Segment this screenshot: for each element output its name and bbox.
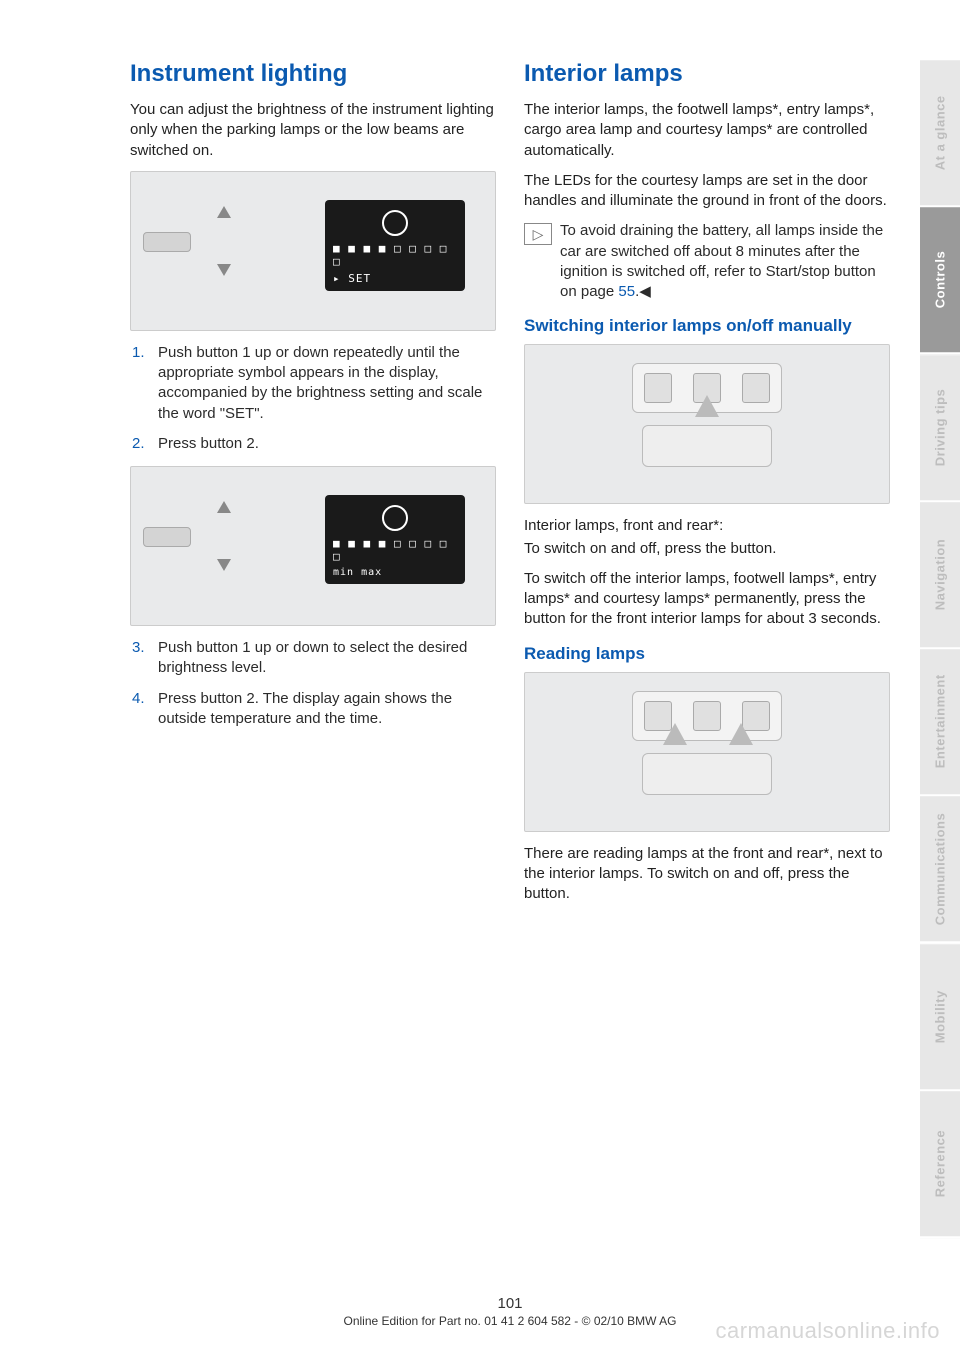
paragraph: Interior lamps, front and rear*: [524,516,890,536]
paragraph: To switch on and off, press the button. [524,539,890,559]
left-column: Instrument lighting You can adjust the b… [130,60,496,1277]
step-item: 1. Push button 1 up or down repeatedly u… [130,343,496,424]
note-text: To avoid draining the battery, all lamps… [560,221,890,302]
step-item: 4. Press button 2. The display again sho… [130,689,496,730]
paragraph: The LEDs for the courtesy lamps are set … [524,171,890,212]
step-text: Push button 1 up or down to select the d… [158,638,496,679]
step-number: 3. [130,638,158,679]
paragraph: To switch off the interior lamps, footwe… [524,569,890,630]
figure-lcd-minmax: ■ ■ ■ ■ □ □ □ □ □ min max [130,466,496,626]
arrow-down-icon [217,264,231,276]
lcd-caption: ▸ SET [333,272,457,285]
paragraph: The interior lamps, the footwell lamps*,… [524,100,890,161]
lcd-display: ■ ■ ■ ■ □ □ □ □ □ min max [325,495,465,584]
page-link[interactable]: 55 [618,283,635,300]
lcd-caption: min max [333,567,457,578]
arrow-up-icon [695,395,719,417]
brightness-bars: ■ ■ ■ ■ □ □ □ □ □ [333,242,457,268]
step-number: 4. [130,689,158,730]
lcd-display: ■ ■ ■ ■ □ □ □ □ □ ▸ SET [325,200,465,291]
lamp-button-icon [693,701,721,731]
brightness-bars: ■ ■ ■ ■ □ □ □ □ □ [333,537,457,563]
step-number: 1. [130,343,158,424]
arrow-up-icon [729,723,753,745]
step-item: 3. Push button 1 up or down to select th… [130,638,496,679]
step-text: Press button 2. [158,434,496,454]
tab-navigation[interactable]: Navigation [920,502,960,649]
rearview-mirror-icon [642,753,772,795]
tab-controls[interactable]: Controls [920,207,960,354]
arrow-down-icon [217,559,231,571]
step-item: 2. Press button 2. [130,434,496,454]
intro-text: You can adjust the brightness of the ins… [130,100,496,161]
brightness-icon [382,505,408,531]
steps-1-2: 1. Push button 1 up or down repeatedly u… [130,343,496,454]
subheading-switching: Switching interior lamps on/off manually [524,316,890,336]
note-main: To avoid draining the battery, all lamps… [560,222,883,300]
two-column-layout: Instrument lighting You can adjust the b… [130,60,890,1277]
subheading-reading-lamps: Reading lamps [524,644,890,664]
overhead-console-icon [632,691,782,741]
heading-instrument-lighting: Instrument lighting [130,60,496,88]
figure-overhead-double [524,672,890,832]
tab-entertainment[interactable]: Entertainment [920,649,960,796]
brightness-icon [382,210,408,236]
step-text: Press button 2. The display again shows … [158,689,496,730]
turn-stalk-icon [143,527,191,547]
figure-overhead-single [524,344,890,504]
note-block: ▷ To avoid draining the battery, all lam… [524,221,890,302]
steps-3-4: 3. Push button 1 up or down to select th… [130,638,496,729]
heading-interior-lamps: Interior lamps [524,60,890,88]
tab-driving-tips[interactable]: Driving tips [920,355,960,502]
right-column: Interior lamps The interior lamps, the f… [524,60,890,1277]
tab-at-a-glance[interactable]: At a glance [920,60,960,207]
note-tail: .◀ [635,283,651,300]
arrow-up-icon [217,206,231,218]
paragraph: There are reading lamps at the front and… [524,844,890,905]
watermark: carmanualsonline.info [715,1318,940,1344]
tab-communications[interactable]: Communications [920,796,960,943]
tab-mobility[interactable]: Mobility [920,944,960,1091]
content-area: Instrument lighting You can adjust the b… [0,0,920,1358]
note-icon: ▷ [524,223,552,245]
lamp-button-icon [742,373,770,403]
turn-stalk-icon [143,232,191,252]
step-number: 2. [130,434,158,454]
page-root: Instrument lighting You can adjust the b… [0,0,960,1358]
page-number: 101 [130,1295,890,1312]
step-text: Push button 1 up or down repeatedly unti… [158,343,496,424]
figure-lcd-set: ■ ■ ■ ■ □ □ □ □ □ ▸ SET [130,171,496,331]
arrow-up-icon [663,723,687,745]
rearview-mirror-icon [642,425,772,467]
tab-reference[interactable]: Reference [920,1091,960,1238]
lamp-button-icon [644,373,672,403]
side-tabs: At a glance Controls Driving tips Naviga… [920,0,960,1358]
arrow-up-icon [217,501,231,513]
